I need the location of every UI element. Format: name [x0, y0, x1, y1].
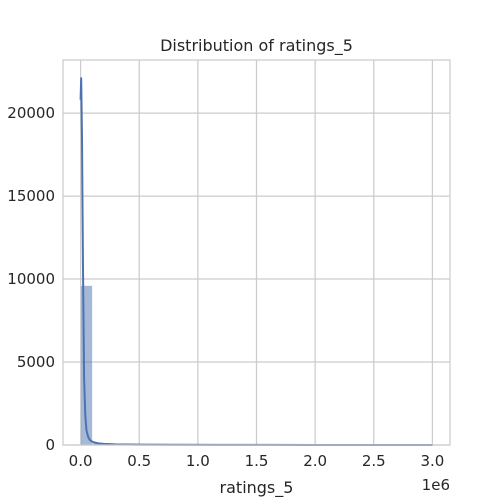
x-tick-label: 3.0: [420, 452, 444, 470]
y-tick-label: 20000: [7, 104, 55, 122]
x-tick-label: 1.5: [245, 452, 269, 470]
x-tick-label: 0.5: [127, 452, 151, 470]
plot-frame: [62, 59, 451, 446]
y-tick-labels: 0 5000 10000 15000 20000: [7, 104, 55, 454]
x-tick-label: 1.0: [186, 452, 210, 470]
x-tick-label: 0.0: [69, 452, 93, 470]
x-tick-label: 2.5: [362, 452, 386, 470]
chart-title: Distribution of ratings_5: [160, 36, 353, 56]
x-axis-offset-label: 1e6: [422, 476, 450, 494]
y-tick-label: 5000: [17, 353, 55, 371]
x-axis-label: ratings_5: [220, 478, 294, 498]
x-tick-label: 2.0: [303, 452, 327, 470]
y-tick-label: 0: [45, 436, 55, 454]
grid-lines: [63, 60, 450, 446]
y-tick-label: 10000: [7, 270, 55, 288]
x-tick-labels: 0.0 0.5 1.0 1.5 2.0 2.5 3.0: [69, 452, 445, 470]
y-tick-label: 15000: [7, 187, 55, 205]
